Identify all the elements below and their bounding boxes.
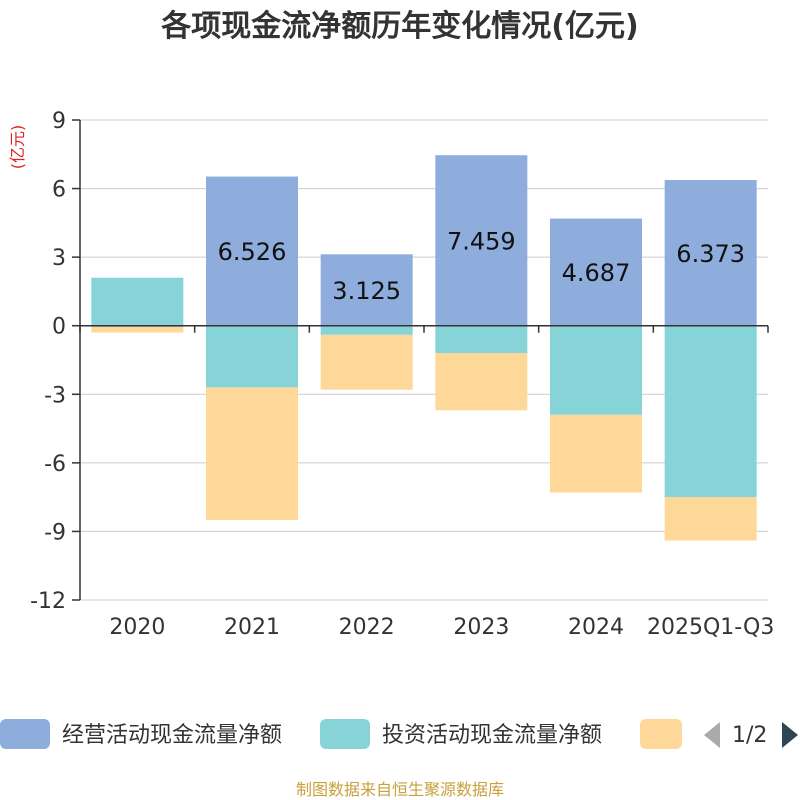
x-tick-label: 2024 [568, 615, 624, 640]
bar-series-2-2025Q1-Q3[interactable] [664, 325, 757, 498]
data-labels: 6.526 3.125 7.459 4.687 6.373 [218, 227, 745, 305]
x-tick-label: 2021 [224, 615, 280, 640]
legend-swatch-series-3[interactable] [640, 719, 682, 749]
bar-series-2-2021[interactable] [206, 325, 298, 388]
bar-series-2-2020[interactable] [91, 277, 184, 326]
bar-series-3-2021[interactable] [206, 387, 298, 520]
legend: 经营活动现金流量净额 投资活动现金流量净额 1/2 [0, 719, 798, 749]
legend-swatch-series-1[interactable] [0, 719, 50, 749]
legend-swatch-series-2[interactable] [320, 719, 370, 749]
legend-prev-page-icon[interactable] [704, 722, 720, 748]
y-tick-label: 6 [52, 178, 66, 203]
source-note: 制图数据来自恒生聚源数据库 [296, 780, 504, 799]
bar-series-1-2021[interactable] [206, 176, 298, 326]
data-label-2024: 4.687 [562, 259, 631, 287]
axes: 9 6 3 0 -3 -6 -9 -12 2020 2021 2022 2023 2024 2025Q1-… [30, 109, 774, 640]
y-tick-label: -3 [44, 383, 66, 408]
bars [91, 155, 757, 541]
bar-series-3-2025Q1-Q3[interactable] [664, 497, 757, 541]
x-tick-label: 2023 [453, 615, 509, 640]
bar-series-3-2020[interactable] [91, 326, 184, 333]
gridlines [80, 119, 768, 601]
data-label-2023: 7.459 [447, 227, 516, 255]
data-label-2022: 3.125 [332, 277, 401, 305]
y-axis-label: (亿元) [8, 125, 27, 170]
y-tick-label: 3 [52, 246, 66, 271]
legend-next-page-icon[interactable] [782, 722, 798, 748]
y-tick-label: -12 [30, 589, 66, 614]
bar-series-1-2023[interactable] [435, 155, 528, 326]
bar-series-1-2025Q1-Q3[interactable] [664, 180, 757, 326]
bar-series-2-2023[interactable] [435, 325, 528, 354]
y-tick-label: 0 [52, 315, 66, 340]
legend-label-series-2[interactable]: 投资活动现金流量净额 [382, 723, 602, 748]
bar-series-2-2024[interactable] [550, 325, 642, 415]
chart-title: 各项现金流净额历年变化情况(亿元) [160, 9, 638, 44]
x-tick-label: 2022 [339, 615, 395, 640]
bar-series-3-2023[interactable] [435, 353, 528, 411]
bar-series-3-2024[interactable] [550, 414, 642, 493]
legend-label-series-1[interactable]: 经营活动现金流量净额 [62, 723, 282, 748]
bar-series-1-2022[interactable] [320, 254, 413, 326]
legend-page-indicator: 1/2 [732, 723, 767, 748]
y-tick-label: -6 [44, 452, 66, 477]
x-tick-label: 2020 [109, 615, 165, 640]
data-label-2025Q1-Q3: 6.373 [676, 240, 745, 268]
y-tick-label: -9 [44, 520, 66, 545]
bar-series-2-2022[interactable] [320, 325, 413, 335]
bar-series-3-2022[interactable] [320, 334, 413, 390]
x-tick-label: 2025Q1-Q3 [647, 615, 774, 640]
bar-series-1-2024[interactable] [550, 218, 642, 326]
y-tick-label: 9 [52, 109, 66, 134]
data-label-2021: 6.526 [218, 238, 287, 266]
